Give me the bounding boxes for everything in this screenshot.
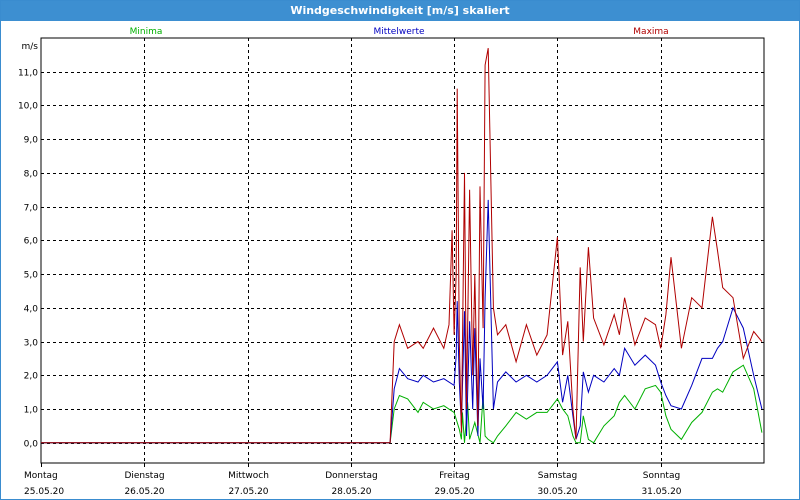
y-tick-label: 7,0	[24, 204, 39, 214]
y-tick-label: 11,0	[18, 69, 38, 79]
y-tick-label: 9,0	[24, 136, 39, 146]
y-tick-label: 2,0	[24, 372, 39, 382]
y-tick-label: 6,0	[24, 237, 39, 247]
x-tick-date: 26.05.20	[124, 487, 164, 497]
x-tick-date: 25.05.20	[24, 487, 64, 497]
x-tick-day: Freitag	[439, 471, 470, 481]
x-tick-date: 27.05.20	[228, 487, 268, 497]
x-tick-day: Mittwoch	[228, 471, 269, 481]
y-axis-label: m/s	[22, 42, 39, 52]
y-tick-label: 3,0	[24, 339, 39, 349]
y-tick-label: 10,0	[18, 102, 38, 112]
plot-area	[40, 37, 765, 464]
x-tick-day: Montag	[24, 471, 58, 481]
x-tick-day: Sonntag	[643, 471, 680, 481]
x-tick-day: Donnerstag	[325, 471, 378, 481]
legend-maxima: Maxima	[633, 27, 668, 37]
x-tick-date: 30.05.20	[537, 487, 577, 497]
y-tick-label: 5,0	[24, 271, 39, 281]
series-line-mittelwerte	[41, 199, 763, 444]
legend-mittelwerte: Mittelwerte	[373, 27, 424, 37]
legend-minima: Minima	[130, 27, 163, 37]
y-tick-label: 0,0	[24, 440, 39, 450]
x-tick-date: 29.05.20	[434, 487, 474, 497]
x-tick-date: 31.05.20	[641, 487, 681, 497]
x-tick-day: Samstag	[538, 471, 577, 481]
y-tick-label: 4,0	[24, 305, 39, 315]
window-title: Windgeschwindigkeit [m/s] skaliert	[1, 1, 799, 21]
series-line-minima	[41, 364, 763, 444]
series-line-maxima	[41, 48, 763, 444]
x-tick-day: Dienstag	[124, 471, 164, 481]
x-tick-date: 28.05.20	[331, 487, 371, 497]
y-tick-label: 1,0	[24, 406, 39, 416]
y-tick-label: 8,0	[24, 170, 39, 180]
